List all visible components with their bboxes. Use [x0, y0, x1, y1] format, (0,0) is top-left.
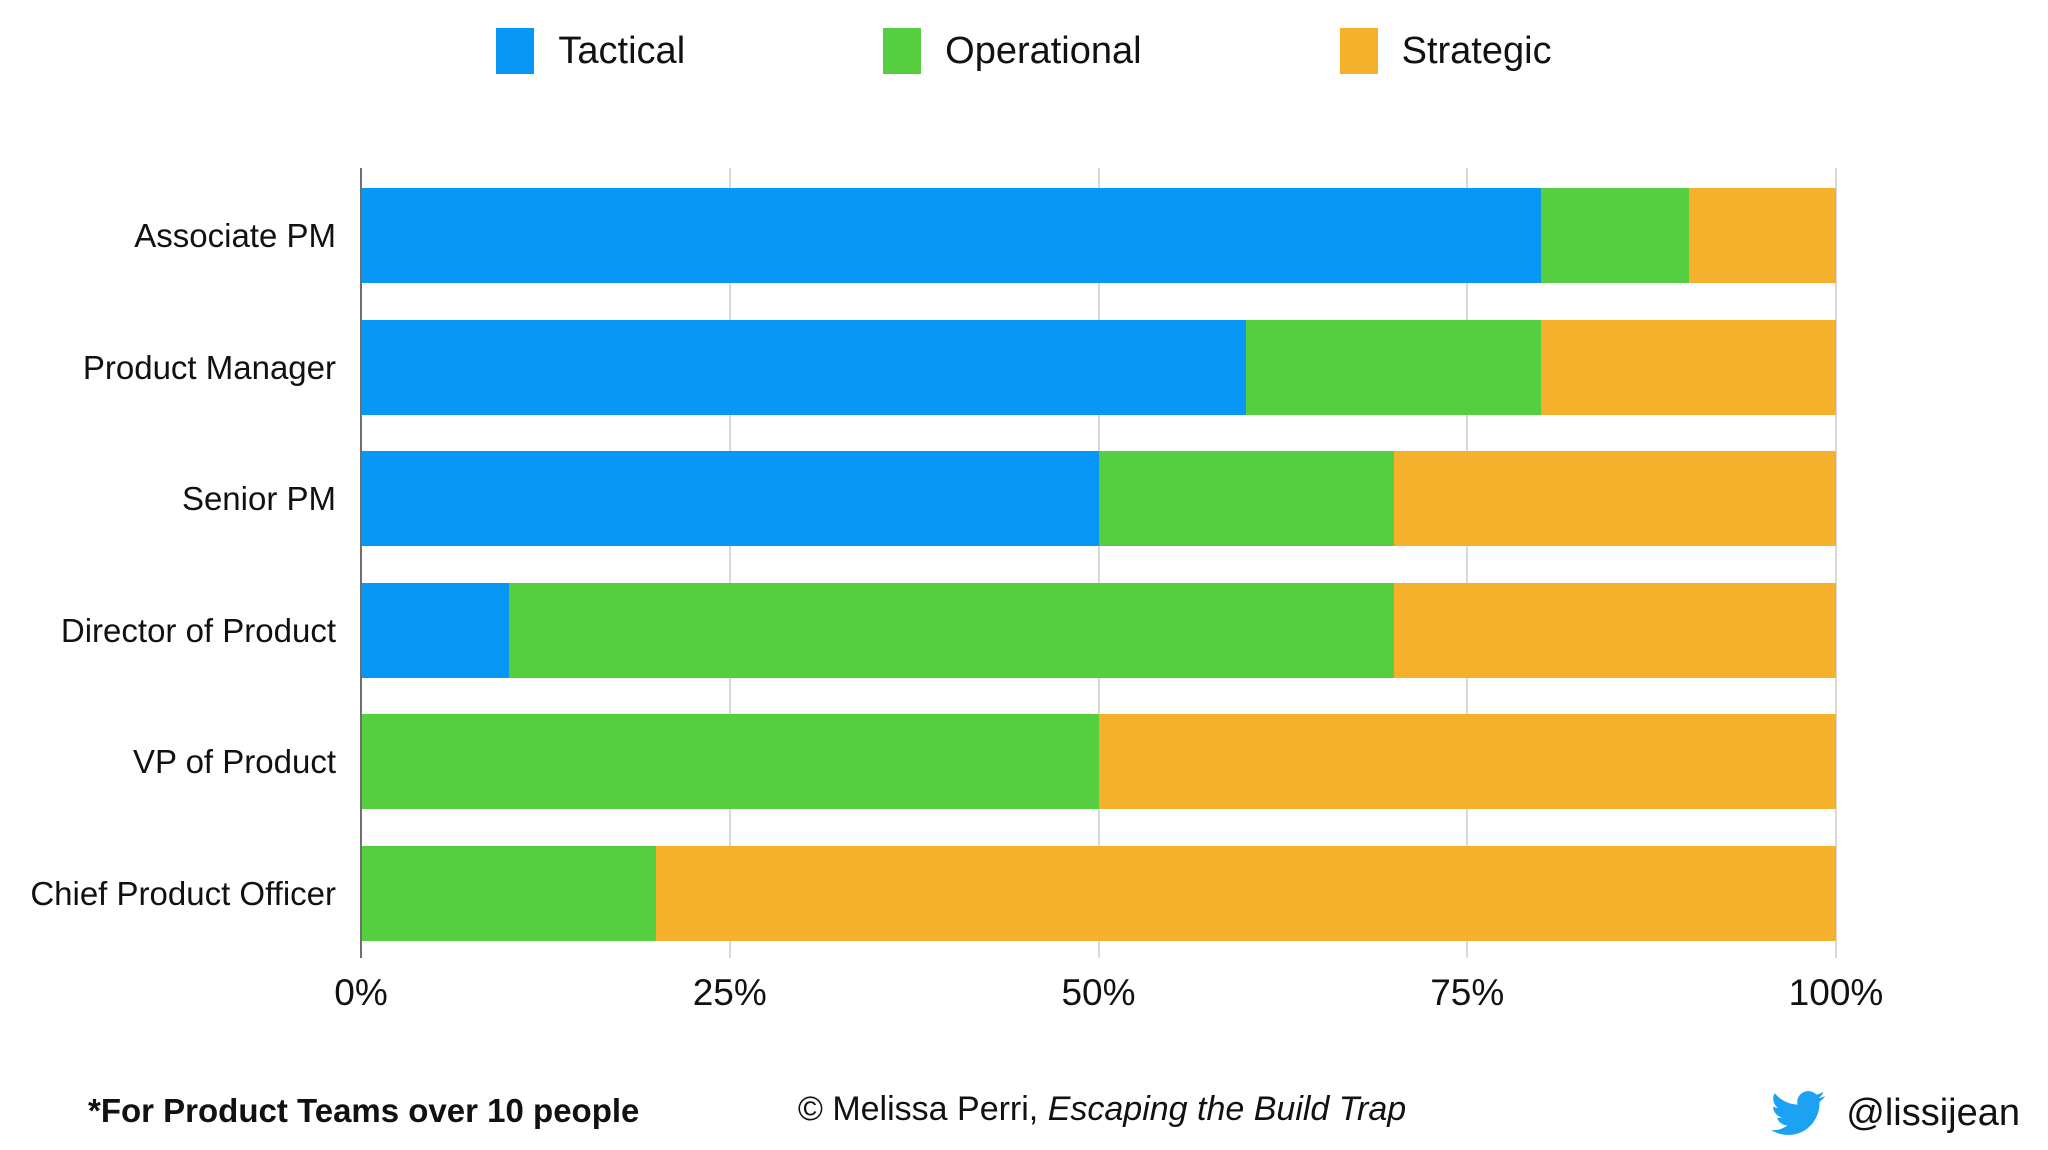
x-axis-ticks: 0% 25% 50% 75% 100%	[334, 972, 1883, 1022]
grid-line	[1466, 168, 1469, 958]
grid-line	[728, 168, 731, 958]
bar-segment-operational	[1541, 188, 1689, 283]
legend-swatch-tactical	[496, 28, 535, 74]
twitter-bird-icon	[1766, 1086, 1830, 1140]
x-tick-label: 75%	[1430, 972, 1505, 1013]
y-axis-line	[360, 168, 362, 958]
bar-segment-strategic	[1393, 582, 1836, 678]
bar-segment-strategic	[1393, 451, 1836, 547]
legend-item-strategic: Strategic	[1339, 28, 1552, 74]
credit-book-title: Escaping the Build Trap	[1047, 1090, 1407, 1128]
bar-segment-strategic	[656, 846, 1836, 941]
bar-segment-tactical	[361, 319, 1246, 415]
y-axis-label: Chief Product Officer	[30, 875, 336, 912]
bar-segment-strategic	[1688, 188, 1836, 283]
grid-line	[1835, 168, 1837, 958]
bar-row	[361, 846, 1836, 941]
legend-item-tactical: Tactical	[496, 28, 685, 74]
legend-swatch-strategic	[1339, 28, 1378, 74]
bar-segment-tactical	[361, 582, 509, 678]
y-axis-label: Director of Product	[60, 611, 336, 649]
plot-area	[360, 168, 1837, 958]
x-tick-label: 0%	[334, 972, 388, 1013]
legend-label: Tactical	[558, 30, 686, 72]
bar-row	[361, 188, 1836, 283]
bar-segment-strategic	[1541, 319, 1836, 415]
bar-row	[361, 582, 1836, 678]
y-axis-labels: Associate PM Product Manager Senior PM Dire…	[0, 168, 336, 958]
legend-swatch-operational	[883, 28, 922, 74]
y-axis-label: Associate PM	[134, 217, 336, 254]
twitter-handle: @lissijean	[1846, 1091, 2020, 1134]
bar-segment-tactical	[361, 188, 1541, 283]
copyright-credit: © Melissa Perri, Escaping the Build Trap	[798, 1090, 1406, 1129]
footnote: *For Product Teams over 10 people	[88, 1092, 640, 1129]
y-axis-label: Senior PM	[181, 480, 336, 518]
bar-row	[361, 319, 1836, 415]
bar-row	[361, 714, 1836, 810]
social-attribution: @lissijean	[1766, 1086, 2020, 1140]
legend-label: Strategic	[1401, 30, 1552, 72]
credit-author: © Melissa Perri,	[797, 1090, 1048, 1128]
x-tick-label: 100%	[1788, 972, 1884, 1013]
legend: Tactical Operational Strategic	[0, 28, 2048, 74]
bar-row	[361, 451, 1836, 547]
bar-segment-operational	[361, 846, 656, 941]
bar-segment-operational	[361, 714, 1099, 810]
legend-item-operational: Operational	[883, 28, 1142, 74]
y-axis-label: VP of Product	[132, 743, 336, 781]
grid-line	[1097, 168, 1100, 958]
bar-segment-strategic	[1098, 714, 1836, 810]
x-tick-label: 50%	[1061, 972, 1136, 1013]
bar-segment-operational	[1098, 451, 1394, 547]
y-axis-label: Product Manager	[82, 348, 336, 386]
bar-segment-operational	[1246, 319, 1541, 415]
legend-label: Operational	[945, 30, 1142, 72]
bar-segment-operational	[508, 582, 1394, 678]
bar-segment-tactical	[361, 451, 1099, 547]
x-tick-label: 25%	[692, 972, 767, 1013]
